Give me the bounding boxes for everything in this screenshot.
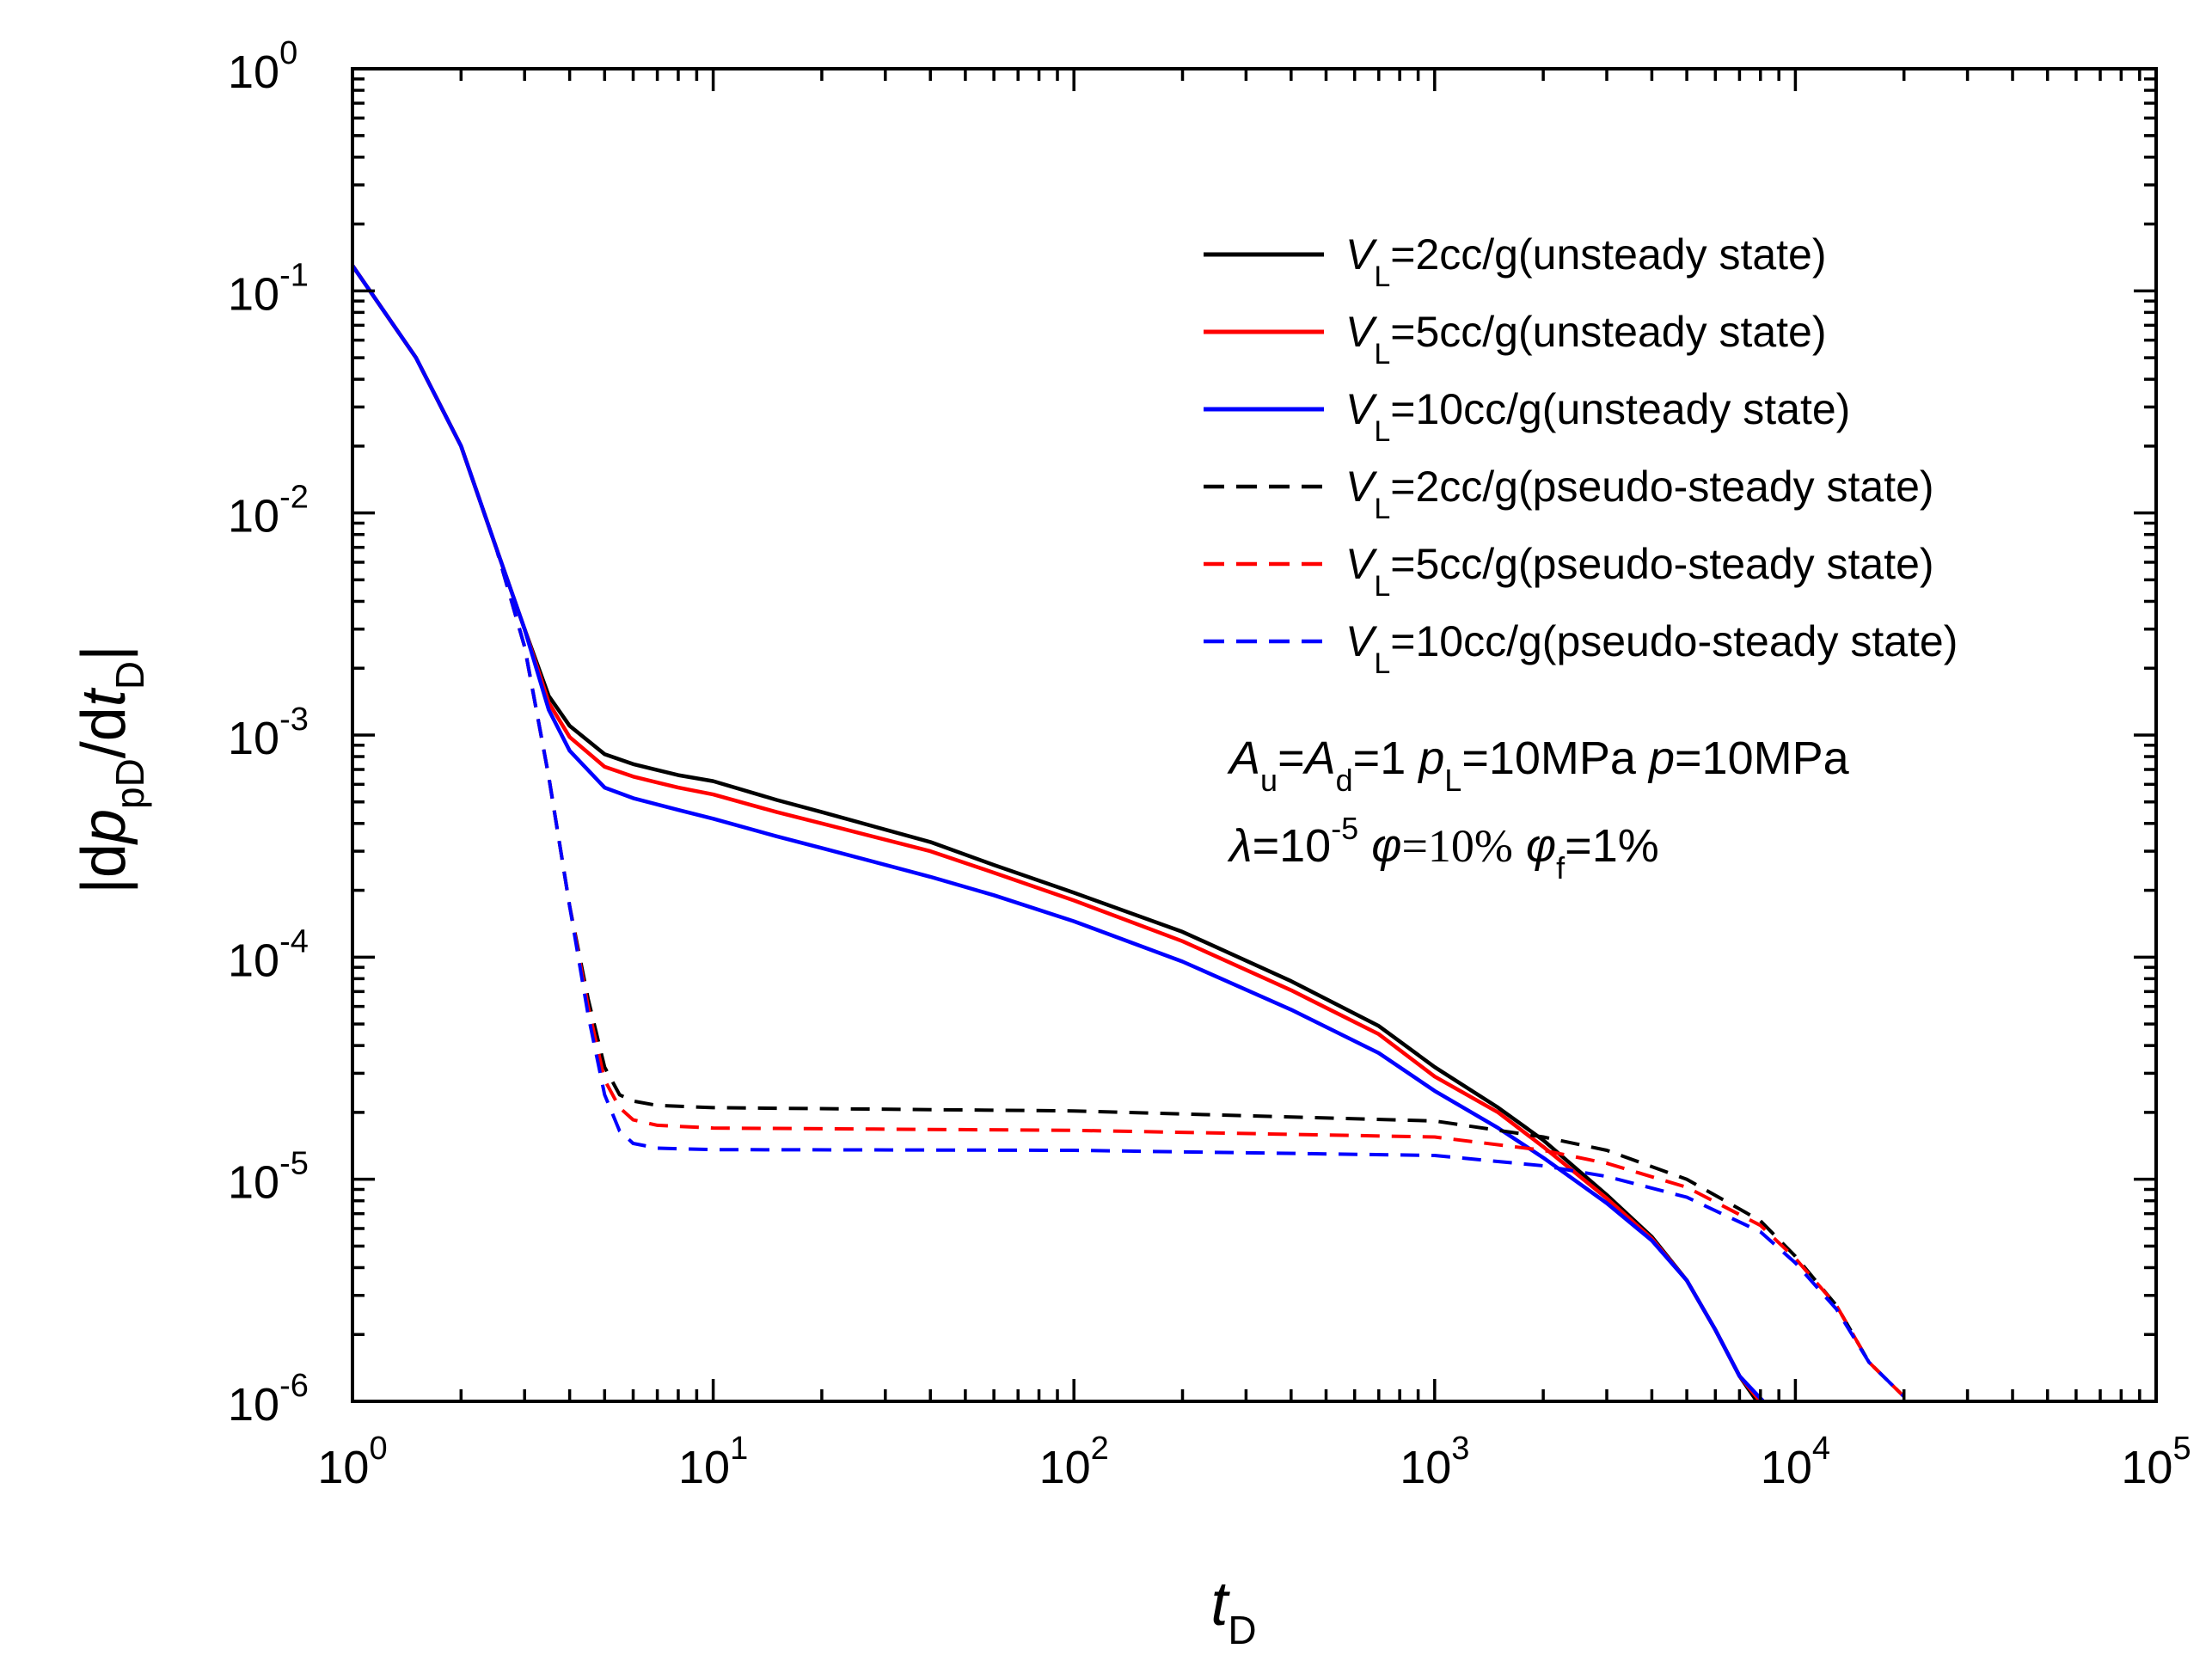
legend-label-4: VL=2cc/g(pseudo-steady state) — [1345, 463, 1934, 525]
y-tick-label: 100 — [228, 35, 297, 98]
legend-label-6: VL=10cc/g(pseudo-steady state) — [1345, 617, 1958, 680]
legend-label-5: VL=5cc/g(pseudo-steady state) — [1345, 540, 1934, 603]
parameter-annotation: Au=Ad=1 pL=10MPa p=10MPa λ=10-5 φ=10% φf=… — [1227, 732, 1850, 886]
legend-label-3: VL=10cc/g(unsteady state) — [1345, 385, 1850, 448]
legend: VL=2cc/g(unsteady state) VL=5cc/g(unstead… — [1204, 230, 1958, 680]
y-tick-labels: 100 10-1 10-2 10-3 10-4 10-5 10-6 — [228, 35, 309, 1431]
y-tick-label: 10-4 — [228, 923, 309, 986]
x-tick-label: 100 — [317, 1431, 387, 1493]
x-tick-label: 102 — [1039, 1431, 1109, 1493]
y-axis-title: |dppD/dtD| — [70, 645, 152, 894]
x-tick-labels: 100 101 102 103 104 105 — [317, 1431, 2191, 1493]
y-tick-label: 10-5 — [228, 1146, 309, 1209]
x-tick-label: 105 — [2121, 1431, 2191, 1493]
data-curves — [352, 264, 1906, 1401]
series-line-6 — [352, 264, 1906, 1398]
legend-label-1: VL=2cc/g(unsteady state) — [1345, 230, 1827, 293]
x-tick-label: 101 — [678, 1431, 748, 1493]
parameter-line-2: λ=10-5 φ=10% φf=1% — [1227, 811, 1659, 886]
legend-label-2: VL=5cc/g(unsteady state) — [1345, 308, 1827, 371]
series-line-3 — [352, 264, 1767, 1401]
x-axis-title: tD — [1210, 1570, 1256, 1652]
y-tick-label: 10-6 — [228, 1368, 309, 1431]
parameter-line-1: Au=Ad=1 pL=10MPa p=10MPa — [1227, 732, 1850, 798]
axes — [351, 67, 2158, 1403]
y-tick-label: 10-2 — [228, 480, 309, 542]
x-tick-label: 103 — [1400, 1431, 1469, 1493]
x-tick-label: 104 — [1761, 1431, 1830, 1493]
y-tick-label: 10-1 — [228, 257, 309, 320]
y-tick-label: 10-3 — [228, 702, 309, 764]
